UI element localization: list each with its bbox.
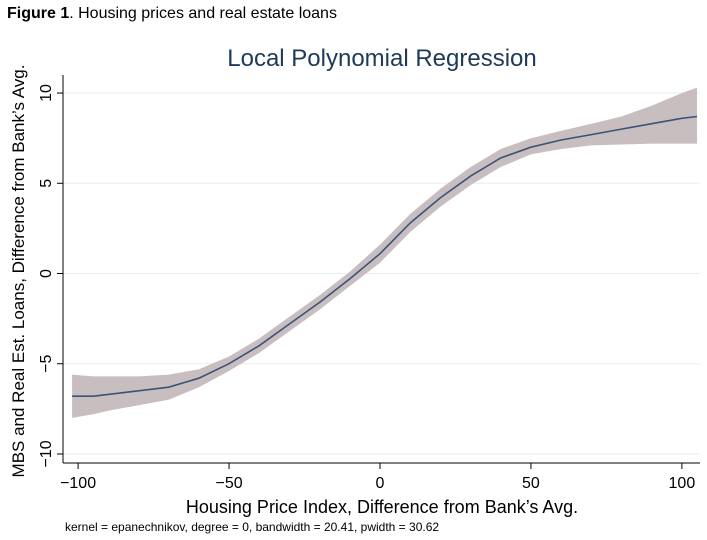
x-axis-ticks: −100 −50 0 50 100 [60,463,695,492]
x-tick-label-1: −50 [215,475,242,492]
regression-line [72,115,698,397]
y-tick-label-0: −10 [38,440,55,467]
chart-title: Local Polynomial Regression [227,45,537,72]
y-tick-label-3: 5 [38,179,55,188]
gridlines [63,92,700,455]
figure-label: Figure 1 [7,5,70,22]
x-tick-label-2: 0 [376,475,385,492]
y-axis-ticks: −10 −5 0 5 10 [38,84,63,468]
y-tick-label-1: −5 [38,355,55,373]
x-tick-label-4: 100 [669,475,696,492]
figure-caption: Figure 1. Housing prices and real estate… [7,5,337,23]
x-tick-label-0: −100 [60,475,96,492]
figure-caption-text: . Housing prices and real estate loans [69,5,337,22]
x-axis-label: Housing Price Index, Difference from Ban… [186,497,578,517]
confidence-band [72,87,698,418]
x-tick-label-3: 50 [522,475,540,492]
kernel-note: kernel = epanechnikov, degree = 0, bandw… [65,520,439,534]
y-axis-label: MBS and Real Est. Loans, Difference from… [9,65,28,478]
y-tick-label-4: 10 [38,84,55,102]
y-tick-label-2: 0 [38,269,55,278]
